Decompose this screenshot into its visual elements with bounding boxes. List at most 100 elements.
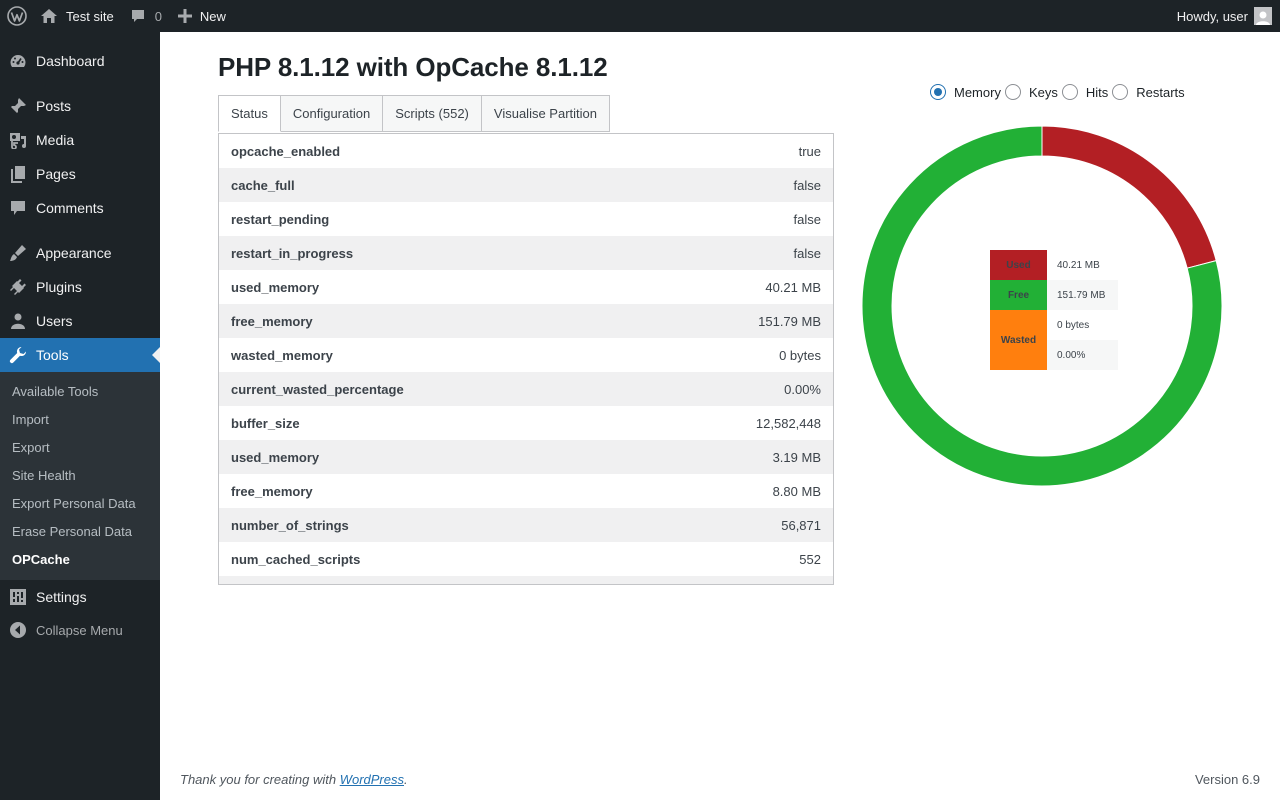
- home-icon: [41, 9, 57, 23]
- sidebar-item-settings[interactable]: Settings: [0, 580, 160, 614]
- row-value: false: [793, 245, 821, 261]
- sidebar-item-users[interactable]: Users: [0, 304, 160, 338]
- radio-memory[interactable]: [930, 84, 946, 100]
- tab-scripts[interactable]: Scripts (552): [383, 95, 482, 132]
- new-label: New: [199, 8, 226, 24]
- site-name-label: Test site: [66, 8, 114, 24]
- plus-icon: [177, 9, 192, 23]
- collapse-menu-button[interactable]: Collapse Menu: [0, 613, 160, 647]
- table-row: restart_in_progress false: [219, 236, 833, 270]
- chart-mode-radios: Memory Keys Hits Restarts: [930, 84, 1189, 100]
- tab-configuration[interactable]: Configuration: [280, 95, 384, 132]
- row-value: true: [798, 143, 821, 159]
- dashboard-icon: [10, 55, 26, 67]
- status-table: opcache_enabled true cache_full false rest…: [218, 133, 834, 585]
- comments-count: 0: [154, 8, 162, 24]
- media-icon: [10, 133, 26, 149]
- legend-swatch-free: Free: [990, 280, 1047, 310]
- submenu-item-erase-personal-data[interactable]: Erase Personal Data: [12, 524, 132, 539]
- tab-status[interactable]: Status: [218, 95, 281, 132]
- sidebar-item-appearance[interactable]: Appearance: [0, 236, 160, 270]
- sidebar-item-media[interactable]: Media: [0, 123, 160, 157]
- sidebar-item-tools[interactable]: Tools: [0, 338, 160, 372]
- tab-visualise-partition[interactable]: Visualise Partition: [481, 95, 610, 132]
- admin-bar: Test site 0 New Howdy, user: [0, 0, 1280, 32]
- plugin-icon: [10, 279, 26, 295]
- main-content: PHP 8.1.12 with OpCache 8.1.12 Status Co…: [160, 32, 1280, 800]
- radio-hits[interactable]: [1061, 84, 1078, 100]
- chart-legend: Used 40.21 MB Free 151.79 MB Wasted 0 by…: [990, 250, 1118, 370]
- site-name-link[interactable]: Test site: [34, 0, 122, 32]
- wordpress-link[interactable]: WordPress: [339, 772, 404, 787]
- sidebar-item-posts[interactable]: Posts: [0, 89, 160, 123]
- avatar: [1254, 7, 1272, 25]
- sidebar-item-plugins[interactable]: Plugins: [0, 270, 160, 304]
- sidebar-item-label: Appearance: [36, 245, 112, 261]
- table-row: buffer_size 12,582,448: [219, 406, 833, 440]
- submenu-item-site-health[interactable]: Site Health: [12, 468, 76, 483]
- footer-thanks: Thank you for creating with WordPress.: [180, 772, 408, 787]
- my-account-link[interactable]: Howdy, user: [1169, 0, 1280, 32]
- submenu-item-import[interactable]: Import: [12, 412, 49, 427]
- user-icon: [11, 313, 25, 329]
- row-value: 40.21 MB: [765, 279, 821, 295]
- submenu-item-opcache[interactable]: OPCache: [12, 552, 70, 567]
- row-key: cache_full: [231, 177, 295, 193]
- radio-keys[interactable]: [1004, 84, 1021, 100]
- legend-value-wasted: 0 bytes: [1047, 310, 1118, 340]
- submenu-item-available-tools[interactable]: Available Tools: [12, 384, 99, 399]
- row-value: 0.00%: [784, 381, 821, 397]
- radio-hits-label[interactable]: Hits: [1085, 84, 1109, 100]
- page-title: PHP 8.1.12 with OpCache 8.1.12: [218, 52, 608, 82]
- donut-slice-free: [861, 125, 1223, 487]
- row-key: used_memory: [231, 279, 320, 295]
- submenu-item-export-personal-data[interactable]: Export Personal Data: [12, 496, 136, 511]
- new-content-link[interactable]: New: [170, 0, 234, 32]
- wrench-icon: [9, 346, 27, 364]
- pin-icon: [10, 98, 26, 114]
- row-value: 8.80 MB: [772, 483, 821, 499]
- row-key: wasted_memory: [231, 347, 333, 363]
- row-value: 56,871: [781, 517, 821, 533]
- legend-swatch-wasted: Wasted: [990, 310, 1047, 370]
- collapse-arrow-icon: [10, 622, 26, 638]
- row-key: num_cached_scripts: [231, 551, 361, 567]
- radio-memory-label[interactable]: Memory: [954, 84, 1001, 100]
- footer-thanks-suffix: .: [404, 772, 408, 787]
- radio-keys-label[interactable]: Keys: [1028, 84, 1058, 100]
- brush-icon: [10, 245, 26, 261]
- comments-link[interactable]: 0: [122, 0, 170, 32]
- row-value: false: [793, 177, 821, 193]
- row-value: 0 bytes: [779, 347, 821, 363]
- row-key: free_memory: [231, 313, 313, 329]
- row-key: opcache_enabled: [231, 143, 341, 159]
- legend-value-used: 40.21 MB: [1047, 250, 1118, 280]
- sidebar-item-comments[interactable]: Comments: [0, 191, 160, 225]
- comment-icon: [11, 201, 25, 215]
- radio-restarts[interactable]: [1112, 84, 1129, 100]
- row-key: current_wasted_percentage: [231, 381, 404, 397]
- legend-row-wasted: Wasted 0 bytes 0.00%: [990, 310, 1118, 370]
- row-key: buffer_size: [231, 415, 300, 431]
- radio-restarts-label[interactable]: Restarts: [1136, 84, 1185, 100]
- sidebar-item-label: Posts: [36, 98, 72, 114]
- legend-value-wasted-percent: 0.00%: [1047, 340, 1118, 370]
- table-row: num_cached_scripts 552: [219, 542, 833, 576]
- sidebar-item-dashboard[interactable]: Dashboard: [0, 44, 160, 78]
- sidebar-item-label: Settings: [36, 589, 87, 605]
- sidebar-item-pages[interactable]: Pages: [0, 157, 160, 191]
- row-key: restart_in_progress: [231, 245, 354, 261]
- sidebar-item-label: Pages: [36, 166, 76, 182]
- sidebar-item-label: Comments: [36, 200, 104, 216]
- row-value: 3.19 MB: [772, 449, 821, 465]
- tab-bar: Status Configuration Scripts (552) Visua…: [218, 95, 610, 132]
- table-row: current_wasted_percentage 0.00%: [219, 372, 833, 406]
- pages-icon: [11, 166, 25, 183]
- table-row: restart_pending false: [219, 202, 833, 236]
- legend-row-free: Free 151.79 MB: [990, 280, 1118, 310]
- legend-row-used: Used 40.21 MB: [990, 250, 1118, 280]
- table-row: cache_full false: [219, 168, 833, 202]
- wordpress-logo-icon[interactable]: [0, 0, 34, 32]
- submenu-item-export[interactable]: Export: [12, 440, 50, 455]
- table-row: free_memory 151.79 MB: [219, 304, 833, 338]
